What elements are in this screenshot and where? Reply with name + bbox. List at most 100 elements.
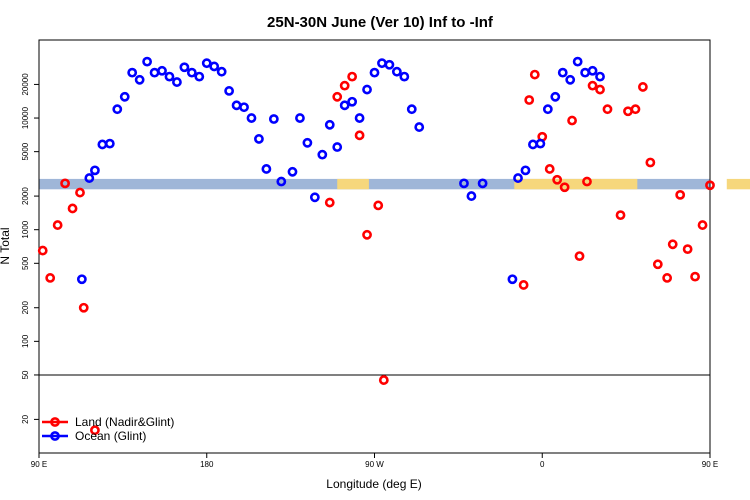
land-point (615, 210, 626, 221)
land-point (602, 104, 613, 115)
land-point (697, 220, 708, 230)
ocean-point (580, 67, 591, 78)
ocean-point (513, 173, 523, 183)
y-tick-label: 5000 (21, 142, 30, 160)
x-tick-label: 90 W (365, 460, 384, 469)
y-tick-label: 50 (21, 370, 30, 379)
ocean-point (535, 138, 546, 149)
land-point (638, 82, 648, 92)
y-tick-label: 1000 (21, 220, 30, 238)
points-layer (37, 56, 715, 436)
land-point (559, 182, 570, 193)
land-point (675, 189, 686, 200)
ocean-point (172, 77, 182, 87)
ocean-point (127, 67, 138, 78)
ocean-point (466, 191, 477, 201)
land-point (518, 280, 529, 290)
ocean-point (399, 71, 410, 82)
ocean-point (179, 62, 190, 73)
land-point (332, 91, 343, 102)
ocean-point (520, 165, 531, 176)
ocean-point (134, 74, 145, 85)
ocean-point (97, 139, 108, 150)
ocean-point (477, 178, 488, 189)
legend-label: Ocean (Glint) (75, 429, 146, 443)
ocean-point (550, 91, 561, 102)
ocean-point (302, 137, 313, 148)
land-point (362, 229, 372, 240)
ocean-point (362, 84, 372, 95)
band-land-segment (337, 178, 369, 190)
legend: Land (Nadir&Glint)Ocean (Glint) (42, 415, 174, 443)
band-land-segment (514, 178, 638, 190)
land-point (690, 271, 700, 282)
ocean-point (309, 192, 320, 203)
ocean-point (186, 67, 197, 78)
y-axis: 20 50 100 200 500 1000 2000 5000 10000 20000 (21, 73, 39, 424)
land-point (347, 71, 358, 82)
x-tick-label: 180 (200, 460, 214, 469)
land-point (567, 115, 577, 126)
land-point (52, 220, 63, 230)
x-tick-label: 90 E (702, 460, 718, 469)
land-point (682, 244, 693, 255)
legend-label: Land (Nadir&Glint) (75, 415, 174, 429)
land-point (378, 375, 389, 385)
land-point (90, 425, 100, 436)
y-tick-label: 500 (21, 256, 30, 270)
ocean-point (565, 74, 576, 85)
ocean-point (119, 91, 130, 102)
ocean-point (254, 134, 264, 144)
ocean-point (246, 113, 257, 123)
ocean-point (369, 67, 380, 78)
land-point (662, 273, 673, 283)
land-point (544, 164, 555, 174)
ocean-point (224, 86, 235, 96)
land-point (354, 130, 365, 141)
ocean-point (414, 122, 425, 132)
y-tick-label: 100 (21, 334, 30, 348)
ocean-point (194, 71, 205, 82)
land-point (623, 106, 633, 117)
ocean-point (261, 164, 272, 174)
ocean-point (324, 119, 335, 130)
ocean-point (542, 104, 553, 115)
ocean-point (295, 113, 305, 123)
ocean-point (459, 178, 469, 189)
ocean-point (507, 274, 518, 285)
ocean-point (587, 65, 598, 76)
plot-frame (38, 39, 711, 454)
land-point (652, 259, 663, 270)
ocean-point (164, 71, 175, 82)
land-point (339, 80, 350, 91)
band-land-segment (726, 178, 750, 190)
ocean-point (276, 176, 287, 187)
ocean-point (76, 274, 87, 285)
land-point (78, 302, 89, 313)
land-point (595, 84, 605, 95)
y-tick-label: 2000 (21, 187, 30, 205)
ocean-point (209, 61, 220, 72)
ocean-point (406, 104, 417, 115)
x-axis: 90 E 180 90 W 0 90 E (31, 453, 718, 469)
land-point (373, 200, 384, 211)
land-point (37, 245, 48, 256)
ocean-point (201, 58, 212, 69)
land-point (587, 80, 598, 91)
ocean-point (231, 100, 242, 111)
ocean-point (557, 67, 568, 78)
y-axis-label: N Total (0, 227, 12, 264)
ocean-point (104, 138, 115, 149)
legend-marker (50, 417, 60, 427)
ocean-point (391, 66, 402, 77)
ocean-point (216, 66, 227, 77)
ocean-point (347, 96, 358, 107)
ocean-point (112, 104, 123, 115)
ocean-point (239, 102, 249, 113)
land-point (552, 174, 563, 185)
ocean-point (528, 139, 538, 150)
land-point (667, 239, 678, 250)
land-point (582, 176, 592, 187)
land-point (45, 273, 56, 283)
